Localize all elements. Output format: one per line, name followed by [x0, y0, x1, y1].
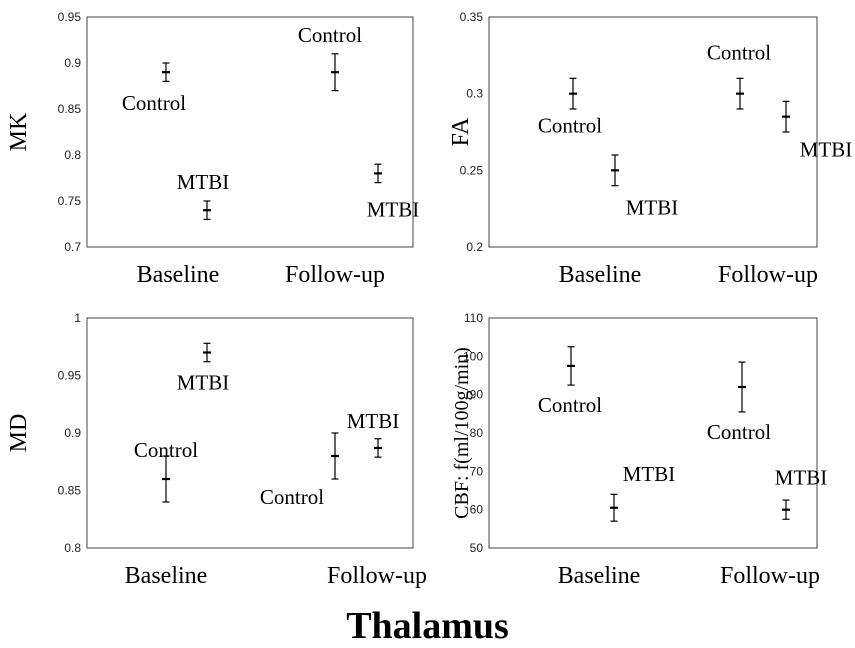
series-annotation: MTBI — [626, 195, 679, 219]
x-category-label: Baseline — [558, 563, 641, 589]
y-tick-label: 110 — [464, 311, 483, 325]
y-tick-label: 0.85 — [58, 484, 82, 498]
series-annotation: Control — [122, 91, 186, 115]
series-annotation: MTBI — [367, 197, 420, 221]
y-tick-label: 0.35 — [460, 10, 484, 24]
panel-mk: 0.7 0.75 0.8 0.85 0.9 0.95 MK Baseline Follow-up… — [6, 10, 419, 288]
y-tick-label: 0.3 — [466, 87, 483, 101]
y-tick-label: 0.95 — [58, 10, 82, 24]
panel-fa: 0.2 0.25 0.3 0.35 FA Baseline Follow-up Control… — [448, 10, 852, 288]
x-category-label: Baseline — [125, 563, 208, 589]
y-tick-label: 0.2 — [466, 240, 483, 254]
y-tick-label: 0.7 — [64, 240, 81, 254]
y-tick-label: 0.25 — [460, 163, 484, 177]
y-tick-label: 0.9 — [64, 426, 81, 440]
plot-area — [87, 17, 413, 247]
panel-md: 0.8 0.85 0.9 0.95 1 MD Baseline Follow-up Contro… — [6, 311, 427, 589]
series-annotation: MTBI — [177, 170, 230, 194]
x-category-label: Follow-up — [718, 262, 818, 288]
x-category-label: Baseline — [559, 262, 642, 288]
series-annotation: Control — [538, 114, 602, 138]
series-annotation: MTBI — [347, 409, 400, 433]
y-axis-label: MD — [6, 414, 32, 453]
y-axis-label: FA — [448, 117, 474, 147]
x-category-label: Follow-up — [327, 563, 427, 589]
y-tick-label: 1 — [74, 311, 81, 325]
series-annotation: Control — [134, 438, 198, 462]
plot-area — [87, 318, 413, 548]
series-annotation: MTBI — [623, 462, 676, 486]
y-tick-label: 0.8 — [64, 541, 81, 555]
y-tick-label: 0.8 — [64, 148, 81, 162]
y-tick-label: 0.9 — [64, 56, 81, 70]
series-annotation: Control — [260, 485, 324, 509]
series-annotation: MTBI — [800, 138, 853, 162]
x-category-label: Baseline — [137, 262, 220, 288]
series-annotation: Control — [707, 420, 771, 444]
series-annotation: Control — [298, 23, 362, 47]
y-tick-label: 0.85 — [58, 102, 82, 116]
y-axis-label: CBF: f(ml/100g/min) — [451, 347, 473, 519]
series-annotation: MTBI — [177, 371, 230, 395]
series-annotation: MTBI — [775, 466, 828, 490]
figure-title: Thalamus — [0, 604, 855, 648]
y-tick-label: 0.75 — [58, 194, 82, 208]
series-annotation: Control — [538, 393, 602, 417]
y-axis-label: MK — [6, 112, 32, 151]
y-tick-label: 0.95 — [58, 369, 82, 383]
y-tick-label: 50 — [470, 541, 484, 555]
series-annotation: Control — [707, 41, 771, 65]
x-category-label: Follow-up — [285, 262, 385, 288]
x-category-label: Follow-up — [720, 563, 820, 589]
